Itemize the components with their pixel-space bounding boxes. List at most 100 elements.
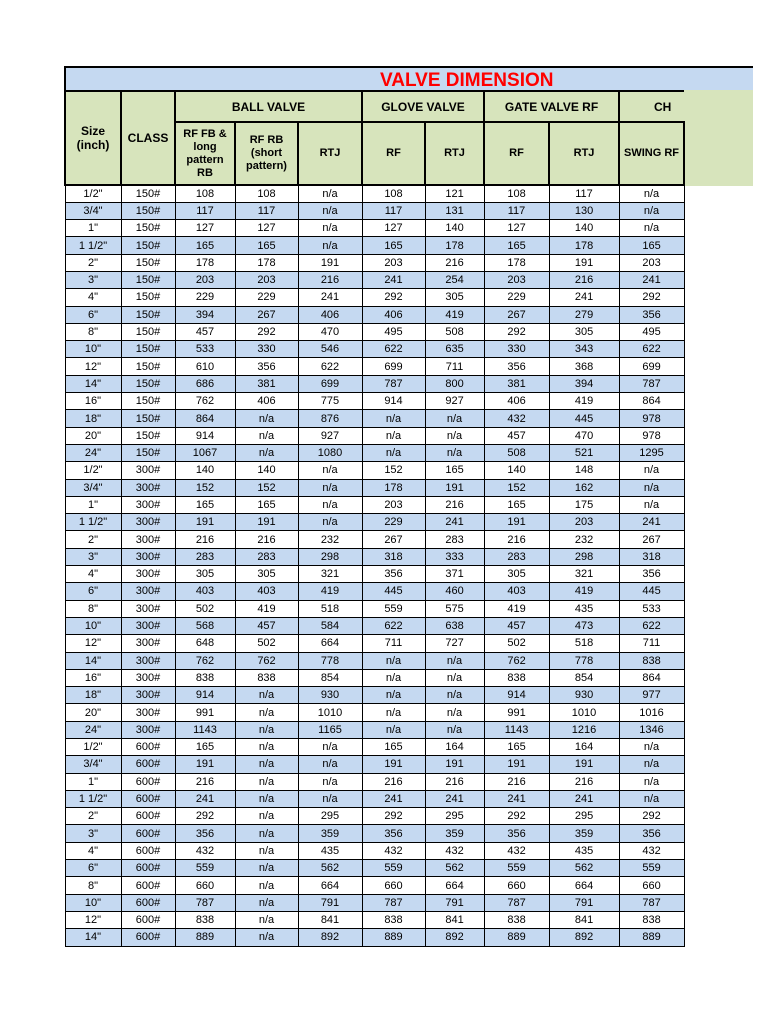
class-cell: 600# [120, 737, 176, 757]
swing-rf-cell: 838 [618, 910, 685, 930]
glove-rf-cell: 267 [361, 530, 426, 549]
glove-rtj-cell: 562 [424, 859, 485, 878]
gate-rtj-cell: 892 [548, 928, 620, 947]
ball-rf-rb-cell: 152 [234, 478, 299, 497]
class-cell: 150# [120, 305, 176, 324]
ball-rf-fb-cell: 191 [174, 513, 236, 532]
gate-rtj-cell: 148 [548, 461, 620, 480]
swing-rf-cell: 1346 [618, 720, 685, 740]
class-cell: 150# [120, 184, 176, 203]
ball-rf-rb-cell: 381 [234, 374, 299, 394]
table-row: 1/2" 600# 165 n/a n/a 165 164 165 164 n/a [64, 737, 685, 757]
ball-rtj-cell: 191 [297, 253, 363, 272]
gate-rtj-cell: 130 [548, 201, 620, 221]
glove-rf-cell: 241 [361, 789, 426, 809]
class-cell: 600# [120, 789, 176, 809]
swing-rf-cell: 864 [618, 392, 685, 411]
gate-rf-cell: 356 [483, 824, 550, 843]
gate-rtj-cell: 279 [548, 305, 620, 324]
glove-rtj-cell: 178 [424, 236, 485, 255]
glove-rtj-cell: n/a [424, 443, 485, 463]
gate-rtj-cell: 164 [548, 737, 620, 757]
size-cell: 1/2" [64, 737, 122, 757]
glove-rtj-cell: n/a [424, 409, 485, 428]
gate-rtj-cell: 419 [548, 582, 620, 601]
ball-rf-fb-cell: 914 [174, 426, 236, 445]
glove-rf-cell: 292 [361, 288, 426, 307]
ball-rtj-cell: 232 [297, 530, 363, 549]
swing-rf-cell: 356 [618, 565, 685, 584]
size-cell: 18" [64, 409, 122, 428]
ball-rf-fb-cell: 165 [174, 737, 236, 757]
class-cell: 150# [120, 219, 176, 238]
gate-rf-cell: 559 [483, 859, 550, 878]
ball-rtj-cell: 791 [297, 893, 363, 912]
glove-rtj-cell: 432 [424, 841, 485, 861]
swing-rf-cell: 495 [618, 322, 685, 342]
size-cell: 16" [64, 392, 122, 411]
table-row: 2" 300# 216 216 232 267 283 216 232 267 [64, 530, 685, 549]
ball-rtj-cell: 435 [297, 841, 363, 861]
table-row: 1/2" 300# 140 140 n/a 152 165 140 148 n/a [64, 461, 685, 480]
glove-rtj-cell: 927 [424, 392, 485, 411]
class-cell: 150# [120, 374, 176, 394]
ball-rf-fb-cell: 610 [174, 357, 236, 376]
class-cell: 150# [120, 443, 176, 463]
table-row: 8" 600# 660 n/a 664 660 664 660 664 660 [64, 876, 685, 895]
ball-rtj-cell: 876 [297, 409, 363, 428]
glove-rtj-cell: n/a [424, 720, 485, 740]
glove-rtj-cell: 359 [424, 824, 485, 843]
table-row: 1 1/2" 300# 191 191 n/a 229 241 191 203 241 [64, 513, 685, 532]
gate-rf-cell: 432 [483, 841, 550, 861]
table-row: 3" 600# 356 n/a 359 356 359 356 359 356 [64, 824, 685, 843]
col-header-gate-rf: RF [483, 121, 551, 186]
ball-rtj-cell: n/a [297, 772, 363, 791]
glove-rf-cell: 445 [361, 582, 426, 601]
swing-rf-cell: 559 [618, 859, 685, 878]
gate-rf-cell: 292 [483, 322, 550, 342]
gate-rtj-cell: 178 [548, 236, 620, 255]
swing-rf-cell: n/a [618, 737, 685, 757]
gate-rtj-cell: 1010 [548, 703, 620, 722]
class-cell: 150# [120, 236, 176, 255]
table-row: 14" 150# 686 381 699 787 800 381 394 787 [64, 374, 685, 394]
ball-rf-fb-cell: 216 [174, 530, 236, 549]
ball-rtj-cell: 778 [297, 651, 363, 670]
swing-rf-cell: n/a [618, 219, 685, 238]
swing-rf-cell: n/a [618, 772, 685, 791]
gate-rtj-cell: 1216 [548, 720, 620, 740]
swing-rf-cell: 292 [618, 288, 685, 307]
class-cell: 300# [120, 599, 176, 618]
size-cell: 16" [64, 668, 122, 688]
ball-rtj-cell: n/a [297, 201, 363, 221]
ball-rf-rb-cell: 191 [234, 513, 299, 532]
ball-rf-rb-cell: 838 [234, 668, 299, 688]
table-row: 12" 150# 610 356 622 699 711 356 368 699 [64, 357, 685, 376]
ball-rtj-cell: 518 [297, 599, 363, 618]
gate-rtj-cell: 854 [548, 668, 620, 688]
size-cell: 1" [64, 495, 122, 515]
glove-rf-cell: 622 [361, 340, 426, 359]
size-cell: 1/2" [64, 184, 122, 203]
ball-rtj-cell: 622 [297, 357, 363, 376]
class-cell: 300# [120, 703, 176, 722]
glove-rf-cell: n/a [361, 686, 426, 705]
swing-rf-cell: n/a [618, 755, 685, 774]
ball-rf-rb-cell: 419 [234, 599, 299, 618]
glove-rtj-cell: 791 [424, 893, 485, 912]
glove-rf-cell: n/a [361, 720, 426, 740]
swing-rf-cell: 699 [618, 357, 685, 376]
gate-rf-cell: 140 [483, 461, 550, 480]
class-cell: 300# [120, 582, 176, 601]
ball-rf-rb-cell: n/a [234, 720, 299, 740]
gate-rf-cell: 191 [483, 513, 550, 532]
table-row: 6" 300# 403 403 419 445 460 403 419 445 [64, 582, 685, 601]
col-header-glove-rf: RF [361, 121, 426, 186]
ball-rf-rb-cell: n/a [234, 737, 299, 757]
glove-rtj-cell: 191 [424, 755, 485, 774]
ball-rf-fb-cell: 292 [174, 807, 236, 826]
class-cell: 300# [120, 565, 176, 584]
ball-rtj-cell: 216 [297, 270, 363, 290]
ball-rf-rb-cell: 502 [234, 634, 299, 653]
glove-rf-cell: 914 [361, 392, 426, 411]
